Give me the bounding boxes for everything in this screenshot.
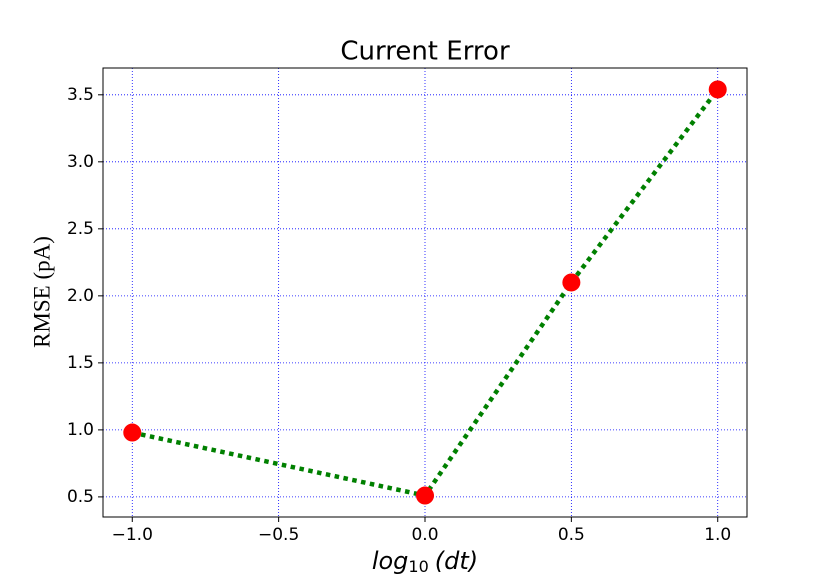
data-point <box>562 273 581 292</box>
y-tick-label: 2.0 <box>67 286 94 306</box>
x-tick-label: −0.5 <box>258 525 299 545</box>
data-point <box>708 80 727 99</box>
y-tick-label: 0.5 <box>67 487 94 507</box>
data-point <box>123 423 142 442</box>
y-tick-label: 1.0 <box>67 420 94 440</box>
x-tick-label: 0.0 <box>411 525 438 545</box>
series-line <box>131 88 720 499</box>
data-point <box>416 486 434 505</box>
y-tick-label: 2.5 <box>67 219 94 239</box>
x-axis-label: log10 (dt) <box>372 547 478 576</box>
x-tick-label: 0.5 <box>558 525 585 545</box>
y-tick-label: 3.5 <box>67 85 94 105</box>
chart-title: Current Error <box>340 37 510 67</box>
x-label-subscript: 10 <box>408 557 428 576</box>
y-axis-label: RMSE (pA) <box>29 236 54 348</box>
x-label-base: log <box>372 547 409 575</box>
y-tick-label: 3.0 <box>67 152 94 172</box>
x-tick-label: −1.0 <box>112 525 153 545</box>
x-tick-label: 1.0 <box>704 525 731 545</box>
y-tick-label: 1.5 <box>67 353 94 373</box>
x-label-argument: (dt) <box>435 547 478 575</box>
plot-frame <box>102 67 748 518</box>
